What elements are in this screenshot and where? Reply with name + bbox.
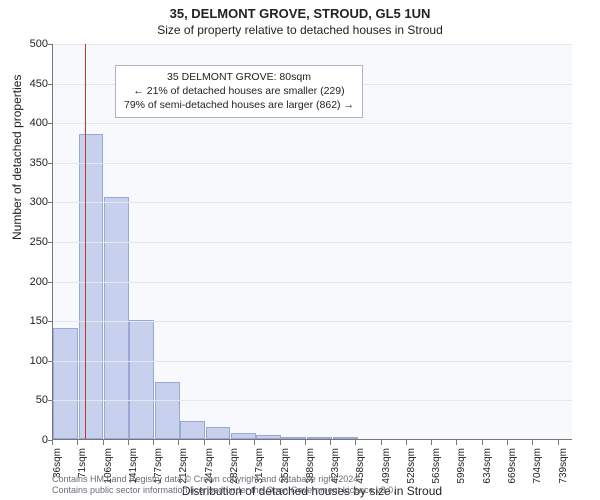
x-tick-label: 599sqm — [456, 448, 467, 488]
x-tick-mark — [431, 440, 432, 445]
x-tick-mark — [52, 440, 53, 445]
histogram-bar — [206, 427, 231, 439]
histogram-bar — [155, 382, 180, 439]
title-block: 35, DELMONT GROVE, STROUD, GL5 1UN Size … — [0, 0, 600, 37]
y-tick-mark — [48, 321, 53, 322]
grid-line — [53, 400, 572, 401]
x-tick-mark — [456, 440, 457, 445]
y-tick-label: 300 — [18, 196, 48, 208]
x-tick-mark — [229, 440, 230, 445]
x-tick-mark — [178, 440, 179, 445]
footnote: Contains HM Land Registry data © Crown c… — [52, 474, 396, 497]
y-tick-mark — [48, 400, 53, 401]
y-tick-mark — [48, 84, 53, 85]
histogram-bar — [333, 437, 358, 439]
y-tick-label: 500 — [18, 38, 48, 50]
x-tick-mark — [381, 440, 382, 445]
y-tick-mark — [48, 202, 53, 203]
x-tick-mark — [305, 440, 306, 445]
histogram-bar — [307, 437, 332, 439]
footnote-line-1: Contains HM Land Registry data © Crown c… — [52, 474, 396, 485]
x-tick-mark — [532, 440, 533, 445]
legend-line-1: 35 DELMONT GROVE: 80sqm — [124, 70, 354, 84]
x-tick-mark — [204, 440, 205, 445]
y-tick-label: 400 — [18, 117, 48, 129]
grid-line — [53, 202, 572, 203]
histogram-bar — [53, 328, 78, 439]
histogram-bar — [256, 435, 281, 439]
y-tick-label: 250 — [18, 236, 48, 248]
histogram-bar — [104, 197, 129, 439]
y-tick-label: 200 — [18, 276, 48, 288]
y-tick-label: 450 — [18, 78, 48, 90]
grid-line — [53, 44, 572, 45]
y-tick-mark — [48, 242, 53, 243]
legend-line-2: ← 21% of detached houses are smaller (22… — [124, 84, 354, 98]
x-tick-label: 739sqm — [558, 448, 569, 488]
x-tick-mark — [482, 440, 483, 445]
grid-line — [53, 163, 572, 164]
y-tick-mark — [48, 123, 53, 124]
grid-line — [53, 321, 572, 322]
x-tick-mark — [77, 440, 78, 445]
x-tick-mark — [254, 440, 255, 445]
y-tick-label: 50 — [18, 394, 48, 406]
histogram-bar — [281, 437, 306, 439]
y-tick-label: 100 — [18, 355, 48, 367]
grid-line — [53, 282, 572, 283]
x-tick-mark — [128, 440, 129, 445]
legend-box: 35 DELMONT GROVE: 80sqm ← 21% of detache… — [115, 65, 363, 118]
y-tick-label: 0 — [18, 434, 48, 446]
x-tick-mark — [558, 440, 559, 445]
x-tick-mark — [330, 440, 331, 445]
x-tick-label: 704sqm — [532, 448, 543, 488]
property-marker-line — [85, 44, 86, 439]
main-title: 35, DELMONT GROVE, STROUD, GL5 1UN — [0, 6, 600, 21]
x-tick-label: 563sqm — [431, 448, 442, 488]
y-tick-mark — [48, 44, 53, 45]
grid-line — [53, 242, 572, 243]
grid-line — [53, 361, 572, 362]
x-tick-label: 669sqm — [507, 448, 518, 488]
plot-area: 35 DELMONT GROVE: 80sqm ← 21% of detache… — [52, 44, 572, 440]
x-tick-mark — [507, 440, 508, 445]
legend-line-3: 79% of semi-detached houses are larger (… — [124, 98, 354, 112]
grid-line — [53, 123, 572, 124]
y-tick-mark — [48, 282, 53, 283]
y-tick-mark — [48, 361, 53, 362]
x-tick-mark — [153, 440, 154, 445]
histogram-bar — [129, 320, 154, 439]
y-tick-label: 350 — [18, 157, 48, 169]
y-tick-label: 150 — [18, 315, 48, 327]
x-tick-mark — [280, 440, 281, 445]
histogram-bar — [79, 134, 104, 439]
x-tick-label: 634sqm — [482, 448, 493, 488]
x-tick-mark — [355, 440, 356, 445]
histogram-bar — [231, 433, 256, 439]
histogram-bar — [180, 421, 205, 439]
footnote-line-2: Contains public sector information licen… — [52, 485, 396, 496]
x-tick-mark — [103, 440, 104, 445]
x-tick-label: 528sqm — [406, 448, 417, 488]
chart: 35 DELMONT GROVE: 80sqm ← 21% of detache… — [52, 44, 572, 440]
sub-title: Size of property relative to detached ho… — [0, 23, 600, 37]
x-tick-mark — [406, 440, 407, 445]
y-tick-mark — [48, 163, 53, 164]
